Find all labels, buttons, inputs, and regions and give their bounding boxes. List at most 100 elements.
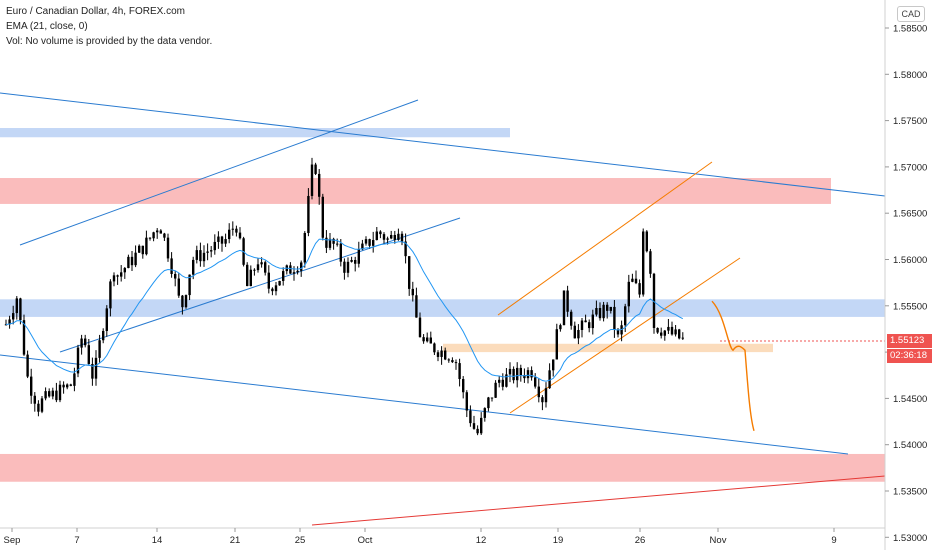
candle-body	[526, 370, 530, 379]
x-tick-label: 7	[74, 535, 79, 546]
candle-body	[454, 362, 458, 364]
candle-body	[22, 320, 26, 355]
candle-body	[102, 330, 105, 341]
currency-badge[interactable]: CAD	[897, 6, 925, 22]
candle-body	[253, 269, 256, 271]
candle-body	[66, 384, 69, 388]
candle-body	[195, 250, 198, 260]
candle-body	[282, 271, 285, 281]
candle-body	[465, 392, 468, 411]
candle-body	[98, 340, 101, 358]
zone-3	[443, 343, 773, 353]
candle-body	[566, 290, 569, 312]
candle-body	[274, 285, 278, 292]
candle-body	[206, 251, 209, 253]
candle-body	[372, 240, 375, 246]
candle-body	[462, 379, 465, 393]
candle-body	[174, 273, 177, 279]
y-tick-label: 1.54500	[893, 394, 927, 405]
candle-body	[228, 229, 231, 240]
candle-body	[199, 250, 202, 262]
candle-body	[328, 238, 332, 248]
candle-body	[94, 357, 98, 379]
candle-body	[537, 386, 540, 398]
candle-body	[487, 397, 490, 409]
candle-body	[33, 395, 36, 404]
candle-body	[451, 360, 454, 363]
volume-indicator-label[interactable]: Vol: No volume is provided by the data v…	[6, 36, 213, 47]
candle-body	[84, 338, 87, 346]
candle-body	[433, 343, 436, 353]
candle-body	[649, 251, 652, 274]
x-tick-label: 12	[476, 535, 487, 546]
candle-body	[667, 326, 670, 331]
y-tick-label: 1.53000	[893, 533, 927, 544]
trendline-2	[19, 99, 419, 246]
candle-body	[256, 264, 260, 271]
candle-body	[44, 391, 47, 399]
symbol-title[interactable]: Euro / Canadian Dollar, 4h, FOREX.com	[6, 6, 185, 17]
candle-body	[296, 270, 299, 273]
candle-body	[318, 173, 321, 197]
countdown-tag: 02:36:18	[887, 348, 932, 363]
candle-body	[343, 261, 346, 273]
candle-body	[91, 363, 94, 379]
candle-body	[8, 319, 11, 325]
candle-body	[37, 403, 40, 412]
candle-body	[508, 368, 512, 375]
candle-body	[530, 370, 533, 378]
candle-body	[588, 322, 591, 329]
y-tick-label: 1.55500	[893, 301, 927, 312]
candle-body	[638, 283, 641, 295]
candle-body	[12, 313, 15, 320]
candle-body	[606, 304, 609, 311]
candle-body	[48, 391, 51, 397]
candle-body	[69, 384, 72, 386]
y-tick-label: 1.56500	[893, 209, 927, 220]
candle-body	[58, 384, 62, 401]
candle-body	[613, 306, 616, 330]
candle-body	[447, 359, 450, 361]
candle-body	[559, 325, 562, 330]
candle-body	[616, 329, 620, 335]
candle-body	[321, 196, 324, 238]
candle-body	[300, 262, 303, 271]
candle-body	[397, 233, 400, 240]
candle-body	[656, 327, 659, 333]
candle-body	[595, 308, 598, 315]
x-tick-label: Sep	[4, 535, 21, 546]
candle-body	[472, 423, 476, 429]
candle-body	[440, 350, 443, 357]
trendline-3	[59, 217, 461, 353]
candle-body	[469, 410, 472, 424]
candle-body	[429, 337, 432, 344]
candle-body	[422, 337, 425, 342]
candle-body	[483, 408, 486, 418]
candle-body	[141, 245, 144, 255]
candle-body	[364, 239, 368, 244]
candle-body	[678, 329, 681, 339]
candle-body	[400, 233, 404, 242]
candle-body	[170, 258, 173, 274]
candle-body	[112, 275, 116, 282]
y-tick-label: 1.57500	[893, 116, 927, 127]
candle-body	[220, 236, 224, 244]
candle-body	[145, 237, 148, 255]
candle-body	[660, 332, 663, 336]
candle-body	[555, 329, 558, 360]
candle-body	[645, 231, 648, 252]
candle-body	[181, 295, 184, 308]
ema-indicator-label[interactable]: EMA (21, close, 0)	[6, 21, 88, 32]
x-tick-label: Nov	[710, 535, 727, 546]
candle-body	[501, 379, 504, 387]
x-tick-label: 19	[553, 535, 564, 546]
candle-body	[357, 249, 360, 264]
candle-body	[123, 268, 126, 273]
candle-body	[552, 359, 555, 371]
candle-body	[202, 252, 206, 262]
channel-line-0	[497, 161, 713, 316]
candle-body	[267, 272, 270, 289]
candle-body	[127, 256, 130, 269]
candle-body	[325, 237, 328, 248]
